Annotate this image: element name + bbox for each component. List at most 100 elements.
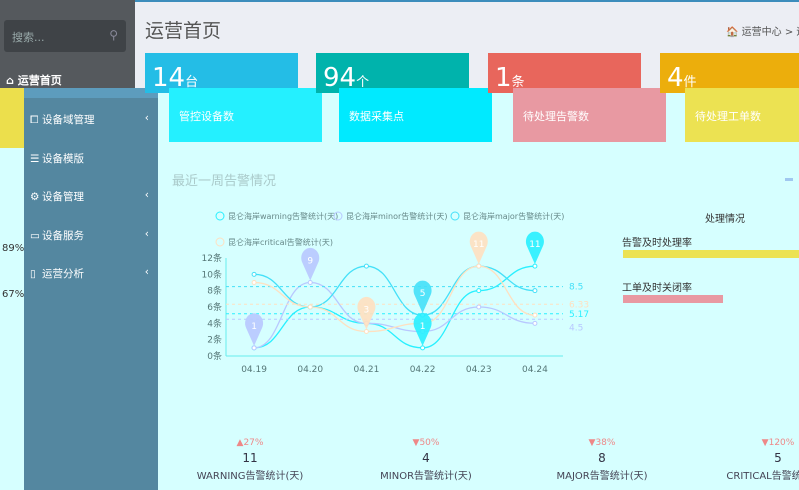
- processing-bar: [623, 250, 799, 258]
- left-pct: 89%: [2, 243, 25, 254]
- collapse-button[interactable]: [785, 178, 793, 181]
- sidebar-item-label: 设备模版: [42, 152, 84, 165]
- sidebar-item[interactable]: ⚙ 设备管理 ‹: [30, 189, 155, 204]
- home-label: 运营首页: [17, 74, 62, 87]
- x-tick-label: 04.23: [466, 365, 492, 375]
- alarm-line-chart: 0条 2条 4条 6条 8条 10条 12条 04.19 04.20 04.21 04.22 04.2…: [202, 211, 590, 375]
- sidebar-item-label: 设备管理: [42, 191, 84, 203]
- y-tick-label: 4条: [207, 317, 222, 329]
- stat-change: ▲27%: [236, 438, 264, 448]
- gear-icon: ⚙: [30, 191, 40, 203]
- y-tick-label: 6条: [207, 301, 222, 313]
- data-point: [476, 288, 482, 294]
- marker-pin: [413, 313, 432, 346]
- series-line: [254, 265, 535, 349]
- card-number: 1条: [495, 63, 525, 93]
- marker-label: 3: [364, 306, 370, 316]
- card-number: 4件: [667, 63, 697, 93]
- alarm-stat: ▲27% 11 WARNING告警统计(天): [170, 438, 330, 482]
- stat-value: 5: [774, 451, 782, 465]
- card-label: 管控设备数: [179, 110, 234, 123]
- average-label: 4.5: [569, 323, 583, 333]
- card-overlay[interactable]: 待处理工单数: [685, 88, 799, 142]
- sidebar-item-label: 设备域管理: [42, 114, 95, 126]
- sidebar-item[interactable]: ☰ 设备模版: [30, 151, 155, 166]
- legend-label: 昆仑海岸minor告警统计(天): [346, 211, 448, 221]
- data-point: [476, 304, 482, 310]
- marker-label: 11: [529, 240, 540, 250]
- search-placeholder: 搜索...: [12, 31, 45, 44]
- monitor-icon: ▭: [30, 229, 40, 242]
- stat-label: MINOR告警统计(天): [380, 471, 472, 482]
- section-title: 最近一周告警情况: [172, 174, 277, 189]
- marker-label: 9: [307, 257, 313, 267]
- data-point: [532, 263, 538, 269]
- y-tick-label: 0条: [207, 350, 222, 362]
- average-label: 8.5: [569, 283, 583, 293]
- marker-pin: [469, 231, 488, 265]
- card-label: 待处理告警数: [523, 110, 589, 123]
- x-tick-label: 04.24: [522, 365, 548, 375]
- data-point: [307, 280, 313, 285]
- processing-title: 处理情况: [705, 214, 745, 225]
- processing-label: 工单及时关闭率: [622, 283, 692, 294]
- data-point: [532, 312, 538, 318]
- stat-card[interactable]: 14台: [145, 53, 298, 93]
- stat-value: 4: [422, 451, 430, 465]
- x-tick-label: 04.21: [354, 365, 380, 375]
- stat-card[interactable]: 4件: [660, 53, 799, 93]
- sidebar-menu: [24, 88, 158, 490]
- card-label: 待处理工单数: [695, 110, 761, 123]
- map-icon: ▯: [30, 268, 36, 280]
- stat-value: 11: [242, 451, 258, 465]
- sidebar-item[interactable]: ▭ 设备服务 ‹: [30, 228, 155, 243]
- breadcrumb-text: 运营中心 > 运营: [741, 27, 799, 38]
- stat-value: 8: [598, 451, 606, 465]
- x-tick-label: 04.19: [241, 365, 267, 375]
- data-point: [363, 329, 369, 334]
- chevron-left-icon: ‹: [144, 227, 149, 240]
- y-tick-label: 8条: [207, 285, 222, 297]
- marker-label: 5: [420, 289, 426, 299]
- left-pct: 67%: [2, 289, 25, 300]
- search-icon[interactable]: ⚲: [109, 28, 118, 42]
- stat-label: CRITICAL告警统计(天): [726, 471, 799, 482]
- marker-pin: [525, 231, 544, 265]
- data-point: [307, 304, 313, 310]
- data-point: [476, 263, 482, 269]
- sidebar-item-home[interactable]: ⌂ 运营首页: [6, 74, 62, 87]
- stat-change: ▼38%: [588, 438, 616, 448]
- search-input[interactable]: 搜索... ⚲: [4, 20, 126, 52]
- data-point: [363, 263, 369, 269]
- stat-label: MAJOR告警统计(天): [556, 471, 648, 482]
- alarm-stat: ▼38% 8 MAJOR告警统计(天): [522, 438, 682, 482]
- marker-pin: [301, 247, 320, 281]
- y-tick-label: 2条: [207, 334, 222, 346]
- data-point: [420, 345, 426, 351]
- marker-pin: [245, 313, 264, 346]
- processing-bar: [623, 295, 724, 303]
- yellow-tile: [0, 88, 24, 148]
- chevron-left-icon: ‹: [144, 189, 149, 201]
- page-title: 运营首页: [145, 20, 222, 42]
- data-point: [251, 271, 257, 277]
- breadcrumb[interactable]: 🏠 运营中心 > 运营: [726, 23, 799, 38]
- marker-label: 11: [473, 240, 484, 250]
- stat-change: ▼120%: [761, 438, 795, 448]
- card-overlay[interactable]: 待处理告警数: [513, 88, 666, 142]
- sidebar-item[interactable]: ▯ 运营分析 ‹: [30, 266, 155, 281]
- stat-card[interactable]: 1条: [488, 53, 641, 93]
- alarm-stat: ▼120% 5 CRITICAL告警统计(天): [698, 438, 799, 482]
- chevron-left-icon: ‹: [144, 112, 149, 124]
- card-overlay[interactable]: 数据采集点: [339, 88, 492, 142]
- marker-pin: [413, 280, 432, 314]
- stat-card[interactable]: 94个: [316, 53, 469, 93]
- y-tick-label: 10条: [202, 268, 222, 280]
- data-point: [532, 288, 538, 294]
- data-point: [251, 280, 257, 285]
- sidebar-item[interactable]: ⧠ 设备域管理 ‹: [30, 112, 155, 127]
- card-overlay[interactable]: 管控设备数: [169, 88, 322, 142]
- marker-pin: [357, 296, 376, 330]
- frame-icon: ⧠: [30, 114, 39, 126]
- data-point: [251, 345, 257, 351]
